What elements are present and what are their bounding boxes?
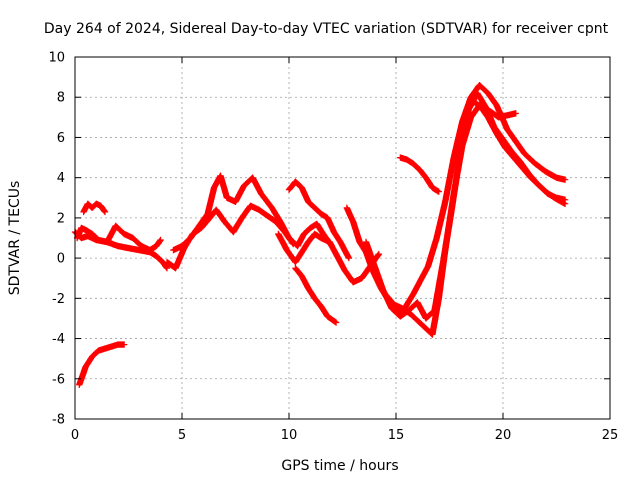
series-arc-3 bbox=[80, 200, 109, 216]
x-axis-label: GPS time / hours bbox=[281, 458, 398, 474]
data-point-markers bbox=[382, 102, 569, 338]
data-point-markers bbox=[292, 265, 340, 326]
series-arc-1 bbox=[71, 228, 171, 272]
plot-frame bbox=[74, 56, 611, 420]
data-point-markers bbox=[71, 228, 171, 272]
data-points bbox=[71, 82, 569, 388]
x-tick-label: 5 bbox=[178, 428, 186, 443]
y-tick-label: -6 bbox=[52, 372, 65, 387]
grid-lines bbox=[75, 57, 610, 419]
series-arc-12 bbox=[382, 102, 569, 338]
x-tick-label: 0 bbox=[71, 428, 79, 443]
y-tick-label: 2 bbox=[57, 211, 65, 226]
y-tick-label: -8 bbox=[52, 413, 65, 428]
series-arc-4 bbox=[76, 341, 128, 388]
axis-ticks: 0 5 10 15 20 25 -8 -6 -4 -2 0 2 4 6 8 10 bbox=[48, 51, 618, 444]
data-point-markers bbox=[76, 341, 128, 388]
series-arc-6 bbox=[163, 202, 297, 272]
y-axis-label: SDTVAR / TECUs bbox=[7, 181, 23, 296]
series-arc-13 bbox=[397, 154, 442, 195]
x-tick-label: 10 bbox=[281, 428, 298, 443]
data-point-markers bbox=[80, 200, 109, 216]
y-tick-label: 8 bbox=[57, 91, 65, 106]
y-tick-label: 0 bbox=[57, 252, 65, 267]
y-tick-label: -2 bbox=[52, 292, 65, 307]
data-point-markers bbox=[163, 202, 297, 272]
y-tick-label: -4 bbox=[52, 332, 65, 347]
y-tick-label: 6 bbox=[57, 131, 65, 146]
data-point-markers bbox=[73, 222, 164, 254]
data-point-markers bbox=[285, 178, 353, 262]
data-point-markers bbox=[397, 154, 442, 195]
series-arc-14 bbox=[469, 98, 519, 121]
series-arc-2 bbox=[73, 222, 164, 254]
series-arc-7 bbox=[275, 230, 383, 286]
chart-title: Day 264 of 2024, Sidereal Day-to-day VTE… bbox=[44, 21, 609, 37]
x-tick-label: 20 bbox=[495, 428, 512, 443]
y-tick-label: 10 bbox=[48, 51, 65, 66]
x-tick-label: 15 bbox=[388, 428, 405, 443]
data-point-markers bbox=[469, 98, 519, 121]
x-tick-label: 25 bbox=[602, 428, 619, 443]
series-arc-9 bbox=[292, 265, 340, 326]
y-tick-label: 4 bbox=[57, 171, 65, 186]
series-arc-8 bbox=[285, 178, 353, 262]
data-point-markers bbox=[275, 230, 383, 286]
